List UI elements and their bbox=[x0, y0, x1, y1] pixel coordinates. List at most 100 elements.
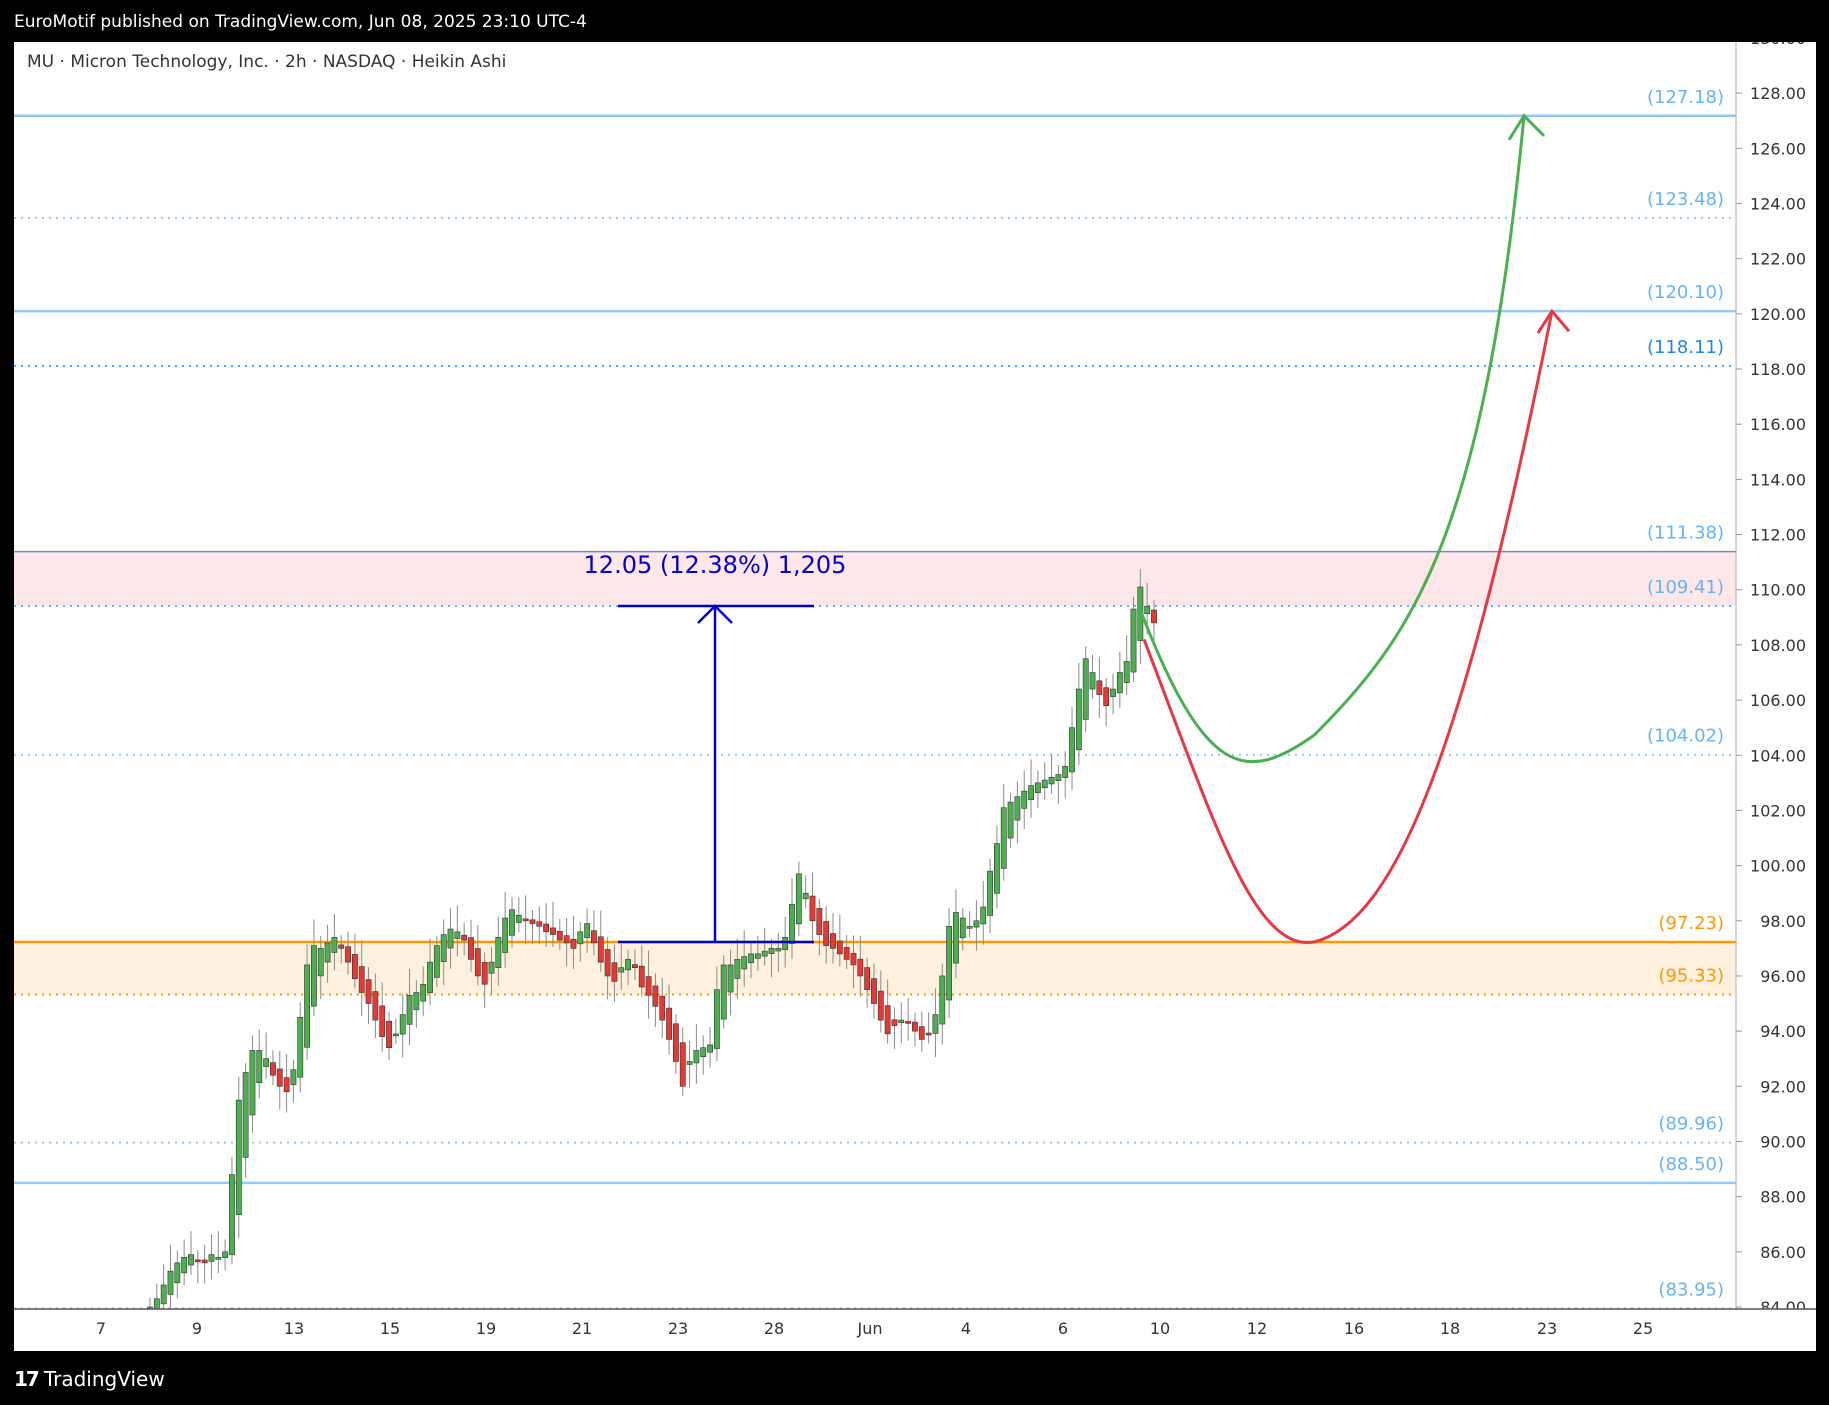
time-tick-label: 15 bbox=[380, 1319, 400, 1338]
candle-body bbox=[864, 967, 871, 991]
publish-info: EuroMotif published on TradingView.com, … bbox=[14, 12, 587, 32]
candle-body bbox=[1000, 807, 1007, 869]
candle-body bbox=[823, 921, 830, 946]
candle-body bbox=[973, 920, 980, 928]
candle-body bbox=[461, 934, 468, 941]
level-label-5: (109.41) bbox=[1647, 577, 1724, 598]
candle-body bbox=[638, 965, 645, 988]
candle-body bbox=[1096, 680, 1103, 695]
candle-body bbox=[1069, 727, 1075, 773]
time-tick-label: 7 bbox=[96, 1319, 106, 1338]
candle-body bbox=[311, 945, 317, 1007]
candle-body bbox=[1075, 688, 1082, 751]
price-tick-label: 122.00 bbox=[1750, 250, 1806, 269]
candle-body bbox=[679, 1042, 686, 1087]
candle-body bbox=[194, 1259, 201, 1263]
candle-body bbox=[1062, 765, 1069, 778]
candle-body bbox=[208, 1254, 215, 1262]
time-tick-label: 13 bbox=[284, 1319, 304, 1338]
candle-body bbox=[632, 964, 638, 968]
candle-body bbox=[317, 948, 324, 977]
tradingview-logo-icon: 17 bbox=[14, 1367, 40, 1391]
candle-body bbox=[836, 940, 843, 955]
candle-body bbox=[768, 948, 775, 954]
projection-paths bbox=[1138, 113, 1571, 944]
candle-body bbox=[324, 942, 331, 963]
candle-body bbox=[713, 989, 720, 1049]
candle-body bbox=[1021, 790, 1028, 809]
candle-body bbox=[413, 992, 420, 1011]
candle-body bbox=[1123, 661, 1130, 683]
candle-body bbox=[645, 976, 652, 996]
price-tick-label: 114.00 bbox=[1750, 470, 1806, 489]
candle-body bbox=[256, 1050, 263, 1083]
price-tick-label: 90.00 bbox=[1760, 1132, 1806, 1151]
candle-body bbox=[297, 1017, 304, 1078]
candle-body bbox=[536, 921, 543, 927]
candle-body bbox=[222, 1251, 229, 1258]
measure-tool: 12.05 (12.38%) 1,205 bbox=[584, 551, 846, 944]
candle-body bbox=[1151, 609, 1157, 624]
candle-body bbox=[966, 925, 973, 929]
candle-body bbox=[1089, 672, 1096, 690]
price-tick-label: 112.00 bbox=[1750, 526, 1806, 545]
candle-body bbox=[912, 1021, 918, 1032]
candle-body bbox=[618, 967, 625, 973]
time-tick-label: 25 bbox=[1633, 1319, 1653, 1338]
candle-body bbox=[440, 934, 447, 962]
candle-body bbox=[871, 978, 877, 1004]
candle-body bbox=[263, 1058, 270, 1067]
price-chart[interactable]: (127.18) (123.48) (120.10) (118.11) (111.38)… bbox=[14, 42, 1816, 1351]
candle-body bbox=[720, 964, 727, 1020]
candle-body bbox=[693, 1050, 700, 1064]
candle-body bbox=[550, 927, 556, 935]
candle-body bbox=[700, 1047, 707, 1058]
candle-body bbox=[1130, 608, 1137, 673]
candle-body bbox=[748, 953, 754, 964]
candle-body bbox=[270, 1062, 276, 1076]
candle-body bbox=[386, 1020, 392, 1048]
time-tick-label: 12 bbox=[1247, 1319, 1267, 1338]
candle-body bbox=[918, 1026, 925, 1040]
candle-body bbox=[987, 870, 993, 916]
price-tick-label: 100.00 bbox=[1750, 857, 1806, 876]
candle-body bbox=[283, 1077, 290, 1093]
candle-body bbox=[905, 1021, 912, 1024]
candle-body bbox=[884, 1005, 891, 1035]
level-label-6: (104.02) bbox=[1647, 726, 1724, 747]
red-arrow-icon bbox=[1536, 308, 1571, 334]
candle-body bbox=[215, 1257, 222, 1260]
candle-body bbox=[584, 923, 591, 939]
footer-brand: 17 TradingView bbox=[14, 1363, 165, 1395]
candle-body bbox=[843, 947, 850, 960]
price-axis-bg bbox=[1736, 42, 1816, 1351]
candle-body bbox=[351, 954, 358, 980]
candle-body bbox=[666, 1007, 672, 1040]
candle-body bbox=[1007, 801, 1014, 839]
candle-body bbox=[454, 931, 461, 939]
candle-body bbox=[707, 1044, 713, 1053]
time-tick-label: Jun bbox=[857, 1319, 883, 1338]
candle-body bbox=[188, 1254, 194, 1266]
candle-body bbox=[515, 914, 522, 923]
candle-body bbox=[789, 903, 795, 944]
price-tick-label: 106.00 bbox=[1750, 691, 1806, 710]
candle-body bbox=[427, 961, 433, 993]
level-label-0: (127.18) bbox=[1647, 87, 1724, 108]
candle-body bbox=[160, 1284, 167, 1305]
candle-body bbox=[420, 983, 427, 1002]
candle-body bbox=[406, 994, 413, 1025]
candle-body bbox=[611, 962, 618, 982]
candle-body bbox=[1055, 774, 1062, 781]
candle-body bbox=[331, 937, 338, 953]
candle-body bbox=[857, 958, 864, 977]
chart-panel[interactable]: (127.18) (123.48) (120.10) (118.11) (111.38)… bbox=[14, 42, 1816, 1351]
candle-body bbox=[392, 1033, 399, 1037]
candle-body bbox=[379, 1005, 386, 1037]
candle-body bbox=[1103, 687, 1110, 706]
candle-body bbox=[249, 1050, 256, 1116]
candle-body bbox=[659, 995, 666, 1021]
price-tick-label: 86.00 bbox=[1760, 1243, 1806, 1262]
price-tick-label: 130.00 bbox=[1750, 42, 1806, 48]
candle-body bbox=[591, 930, 597, 944]
